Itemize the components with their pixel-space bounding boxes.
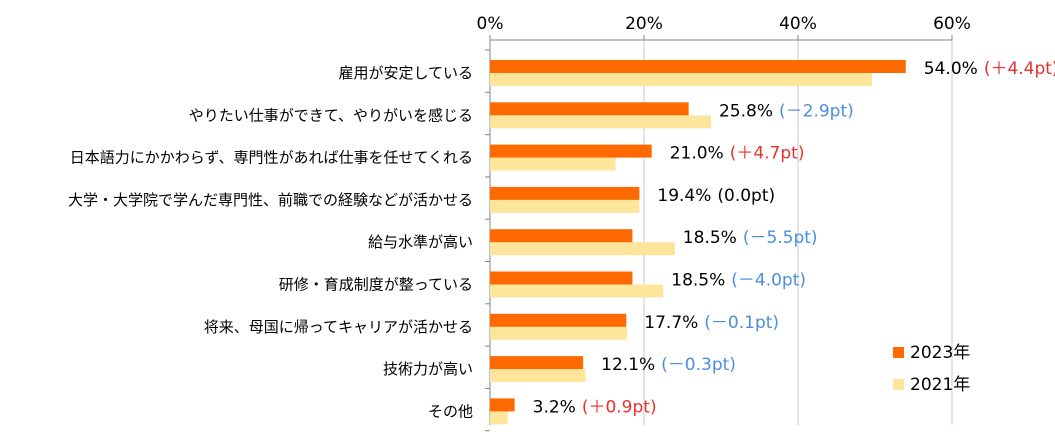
bar-2021 bbox=[490, 157, 616, 171]
bar-2023 bbox=[490, 398, 515, 412]
bar-2023 bbox=[490, 102, 689, 116]
diff-label: (－4.0pt) bbox=[731, 271, 806, 291]
diff-label: (－0.3pt) bbox=[661, 355, 736, 375]
x-tick-label: 60% bbox=[933, 14, 971, 34]
data-label: 19.4% (0.0pt) bbox=[657, 186, 775, 206]
category-label: 日本語力にかかわらず、専門性があれば仕事を任せてくれる bbox=[70, 149, 473, 167]
value-label: 25.8% bbox=[719, 101, 773, 121]
diff-label: (－2.9pt) bbox=[779, 101, 854, 121]
value-label: 12.1% bbox=[601, 355, 655, 375]
data-label: 21.0% (＋4.7pt) bbox=[670, 144, 805, 164]
value-label: 3.2% bbox=[533, 397, 576, 417]
bar-2021 bbox=[490, 369, 586, 383]
category-label: 将来、母国に帰ってキャリアが活かせる bbox=[204, 318, 473, 336]
category-label: その他 bbox=[428, 402, 473, 420]
bar-2023 bbox=[490, 313, 627, 327]
data-labels: 54.0% (＋4.4pt) 25.8% (－2.9pt) 21.0% (＋4.7pt) 1… bbox=[533, 59, 1055, 417]
legend: 2023年 2021年 bbox=[893, 343, 970, 395]
value-label: 17.7% bbox=[644, 313, 698, 333]
bar-2023 bbox=[490, 356, 584, 370]
diff-label: (＋4.4pt) bbox=[984, 59, 1055, 79]
value-label: 54.0% bbox=[924, 59, 978, 79]
legend-label: 2021年 bbox=[910, 375, 970, 395]
value-label: 19.4% bbox=[657, 186, 711, 206]
category-label: 大学・大学院で学んだ専門性、前職での経験などが活かせる bbox=[68, 191, 473, 209]
data-label: 18.5% (－5.5pt) bbox=[683, 228, 818, 248]
value-label: 21.0% bbox=[670, 144, 724, 164]
bar-2023 bbox=[490, 60, 906, 73]
bar-2021 bbox=[490, 326, 628, 340]
data-label: 17.7% (－0.1pt) bbox=[644, 313, 779, 333]
bar-2023 bbox=[490, 144, 652, 158]
data-label: 12.1% (－0.3pt) bbox=[601, 355, 736, 375]
category-label: 給与水準が高い bbox=[368, 233, 473, 251]
category-labels: 雇用が安定しているやりたい仕事ができて、やりがいを感じる日本語力にかかわらず、専… bbox=[68, 64, 473, 420]
data-label: 54.0% (＋4.4pt) bbox=[924, 59, 1055, 79]
bar-2023 bbox=[490, 229, 633, 243]
bar-2023 bbox=[490, 186, 640, 200]
data-label: 18.5% (－4.0pt) bbox=[671, 271, 806, 291]
diff-label: (－5.5pt) bbox=[743, 228, 818, 248]
bar-2021 bbox=[490, 284, 664, 298]
bar-2021 bbox=[490, 242, 675, 256]
x-tick-labels: 0% 20% 40% 60% bbox=[477, 14, 971, 34]
value-label: 18.5% bbox=[683, 228, 737, 248]
value-label: 18.5% bbox=[671, 271, 725, 291]
bar-2021 bbox=[490, 115, 711, 129]
diff-label: (0.0pt) bbox=[717, 186, 775, 206]
x-tick-label: 0% bbox=[477, 14, 504, 34]
bars bbox=[490, 60, 906, 425]
diff-label: (＋4.7pt) bbox=[730, 144, 805, 164]
x-tick-label: 40% bbox=[779, 14, 817, 34]
bar-2021 bbox=[490, 73, 872, 86]
diff-label: (－0.1pt) bbox=[704, 313, 779, 333]
legend-swatch bbox=[893, 379, 904, 390]
data-label: 3.2% (＋0.9pt) bbox=[533, 397, 657, 417]
legend-swatch bbox=[893, 347, 904, 358]
legend-label: 2023年 bbox=[910, 343, 970, 363]
category-label: やりたい仕事ができて、やりがいを感じる bbox=[189, 106, 473, 124]
bar-2021 bbox=[490, 199, 640, 213]
category-label: 研修・育成制度が整っている bbox=[279, 276, 473, 294]
bar-2023 bbox=[490, 271, 633, 285]
category-label: 雇用が安定している bbox=[338, 64, 473, 82]
diff-label: (＋0.9pt) bbox=[582, 397, 657, 417]
x-tick-label: 20% bbox=[625, 14, 663, 34]
data-label: 25.8% (－2.9pt) bbox=[719, 101, 854, 121]
bar-2021 bbox=[490, 411, 508, 425]
category-label: 技術力が高い bbox=[383, 360, 473, 378]
